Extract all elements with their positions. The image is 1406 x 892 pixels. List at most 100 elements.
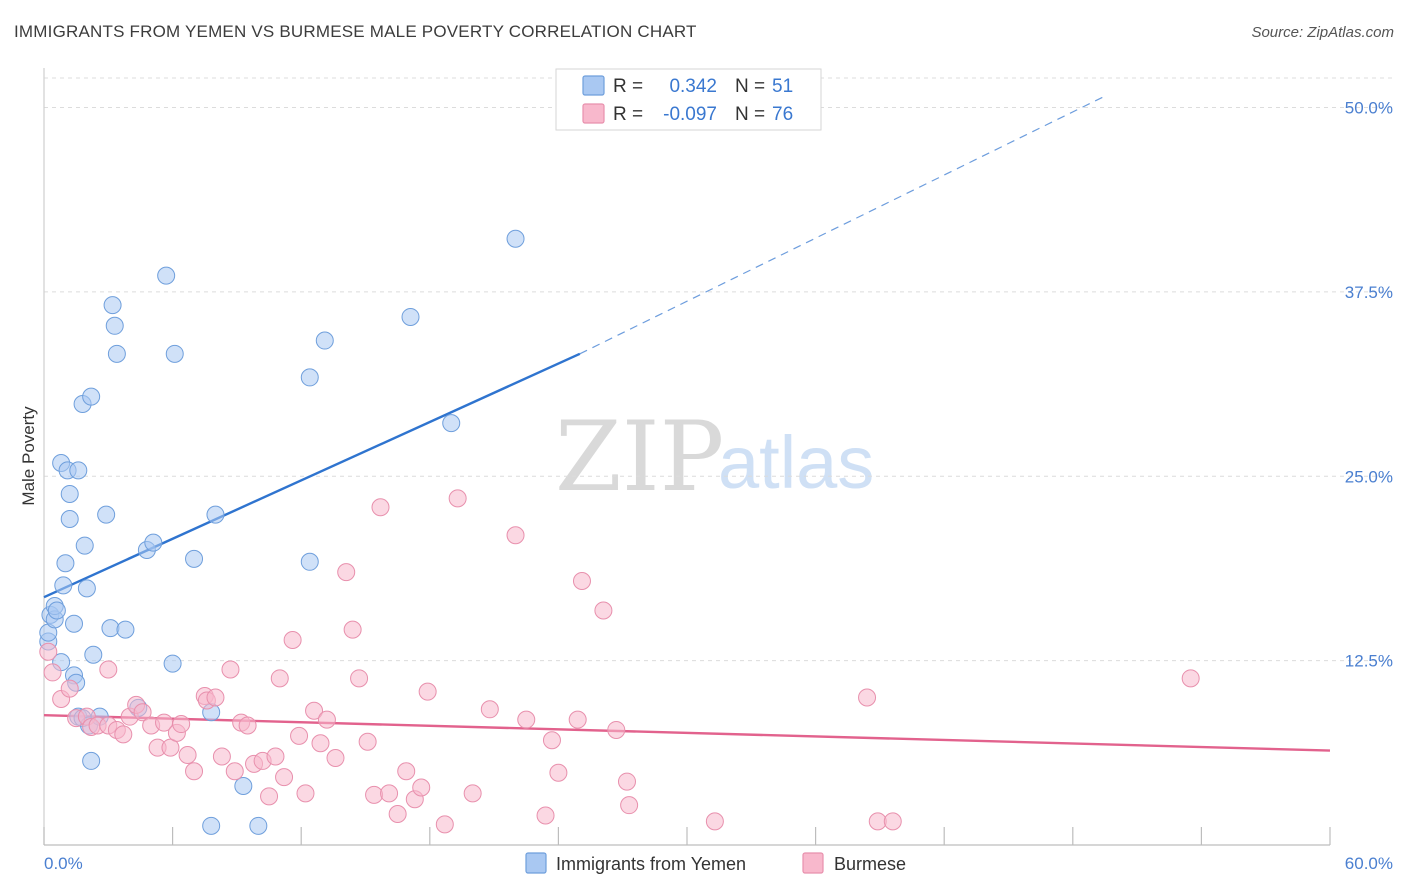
data-point — [305, 701, 324, 720]
data-point — [185, 762, 204, 781]
data-point — [290, 726, 309, 745]
trend-line-yemen — [43, 352, 581, 599]
data-point — [1181, 669, 1200, 688]
data-point — [107, 344, 126, 363]
data-point — [326, 748, 345, 767]
data-point — [260, 787, 279, 806]
data-point — [435, 815, 454, 834]
data-point — [75, 536, 94, 555]
data-point — [365, 785, 384, 804]
data-point — [221, 660, 240, 679]
data-point — [343, 620, 362, 639]
tick-labels: 12.5% 25.0% 37.5% 50.0% 0.0% 60.0% — [44, 99, 1393, 874]
source-credit: Source: ZipAtlas.com — [1251, 24, 1394, 41]
data-point — [178, 746, 197, 765]
data-point — [238, 716, 257, 735]
data-point — [82, 387, 101, 406]
data-point — [300, 368, 319, 387]
legend-r-label-burmese: R = — [613, 104, 643, 125]
legend-r-value-burmese: -0.097 — [663, 104, 717, 125]
data-point — [283, 630, 302, 649]
data-point — [883, 812, 902, 831]
data-point — [442, 414, 461, 433]
data-point — [225, 762, 244, 781]
data-point — [165, 344, 184, 363]
data-point — [300, 552, 319, 571]
data-point — [480, 700, 499, 719]
legend-n-value-burmese: 76 — [772, 104, 793, 125]
data-point — [249, 816, 268, 835]
y-axis-label: Male Poverty — [19, 406, 38, 506]
data-point — [358, 732, 377, 751]
data-point — [506, 526, 525, 545]
data-point — [65, 614, 84, 633]
data-point — [234, 777, 253, 795]
data-point — [47, 601, 66, 620]
data-point — [350, 669, 369, 688]
data-point — [311, 734, 330, 753]
data-point — [163, 654, 182, 673]
series-legend-label-burmese: Burmese — [834, 854, 906, 874]
data-point — [82, 751, 101, 770]
data-point — [101, 619, 120, 638]
series-points-yemen — [39, 229, 525, 835]
watermark-atlas: atlas — [718, 421, 874, 504]
data-point — [275, 768, 294, 787]
data-point — [172, 715, 191, 734]
data-point — [542, 731, 561, 750]
data-point — [116, 620, 135, 639]
data-point — [54, 576, 73, 595]
data-point — [206, 505, 225, 524]
legend-swatch-burmese — [582, 103, 605, 124]
data-point — [397, 762, 416, 781]
trend-lines — [43, 96, 1331, 752]
data-point — [388, 805, 407, 824]
data-point — [133, 703, 152, 722]
data-point — [620, 796, 639, 815]
y-tick-label: 12.5% — [1345, 652, 1393, 671]
series-legend-swatch-yemen — [525, 852, 547, 874]
data-point — [185, 549, 204, 568]
data-point — [60, 484, 79, 503]
axes — [43, 68, 1331, 846]
series-legend: Immigrants from Yemen Burmese — [525, 852, 906, 874]
data-point — [517, 710, 536, 729]
data-point — [617, 772, 636, 791]
legend-swatch-yemen — [582, 75, 605, 96]
data-point — [60, 679, 79, 698]
data-point — [296, 784, 315, 803]
data-point — [39, 642, 58, 661]
legend-n-label-yemen: N = — [735, 76, 765, 97]
data-point — [412, 778, 431, 797]
legend-r-label-yemen: R = — [613, 76, 643, 97]
data-point — [506, 229, 525, 248]
series-legend-label-yemen: Immigrants from Yemen — [556, 854, 746, 874]
data-point — [594, 601, 613, 620]
data-point — [77, 579, 96, 598]
data-point — [337, 563, 356, 582]
data-point — [202, 816, 221, 835]
data-point — [536, 806, 555, 825]
data-point — [69, 461, 88, 480]
data-point — [105, 316, 124, 335]
data-point — [84, 645, 103, 664]
x-tick-label-min: 0.0% — [44, 854, 83, 873]
data-point — [206, 688, 225, 707]
data-point — [868, 812, 887, 831]
x-tick-label-max: 60.0% — [1345, 854, 1393, 873]
data-point — [266, 747, 285, 766]
watermark-zip: ZIP — [555, 401, 724, 513]
data-point — [60, 510, 79, 529]
data-point — [97, 505, 116, 524]
data-point — [317, 710, 336, 729]
chart-title: IMMIGRANTS FROM YEMEN VS BURMESE MALE PO… — [14, 22, 697, 41]
legend-n-value-yemen: 51 — [772, 76, 793, 97]
y-tick-label: 25.0% — [1345, 467, 1393, 486]
data-point — [463, 784, 482, 803]
data-point — [401, 307, 420, 326]
data-point — [380, 784, 399, 803]
trend-line-burmese — [43, 714, 1331, 752]
stats-legend: R = 0.342 N = 51 R = -0.097 N = 76 — [555, 68, 822, 131]
data-point — [99, 660, 118, 679]
